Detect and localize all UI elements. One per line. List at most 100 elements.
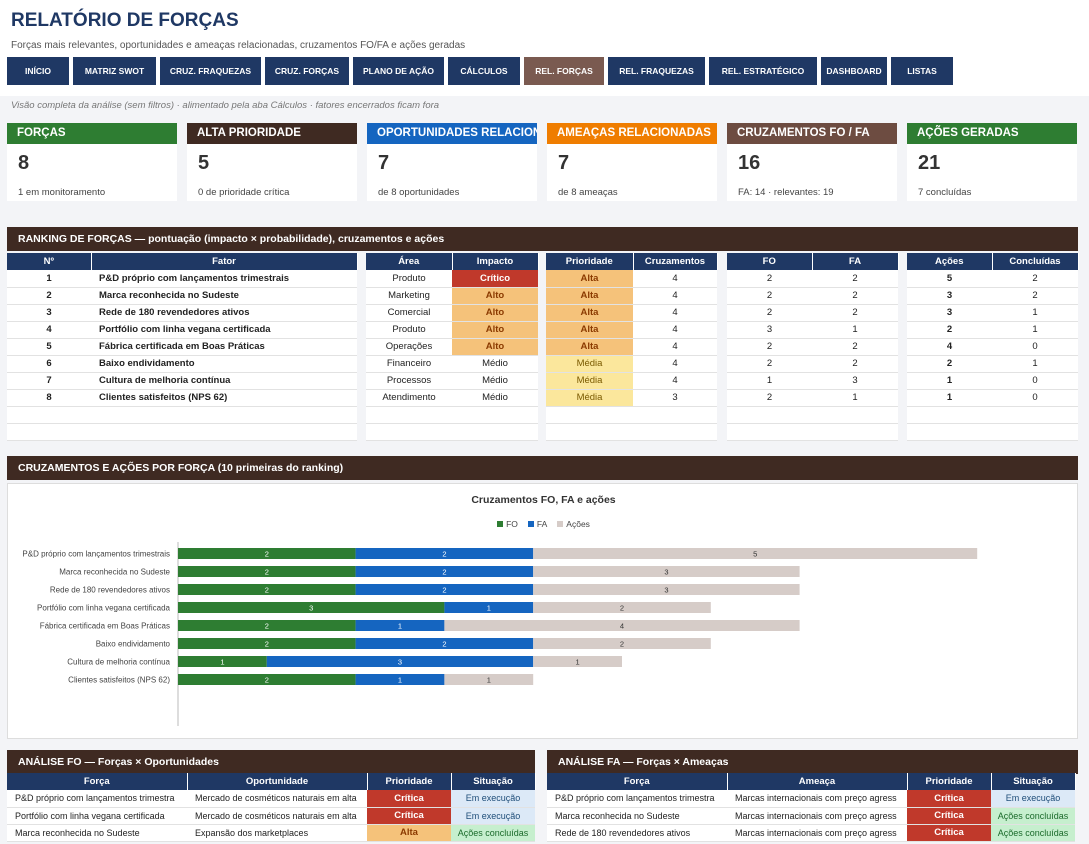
chart-bar-fo (178, 548, 356, 559)
ranking-cell-prioridade: Alta (546, 270, 633, 288)
fo-cell-situacao: Em execução (451, 790, 535, 808)
nav-rel-fraquezas-button[interactable]: REL. FRAQUEZAS (608, 57, 705, 85)
nav-plano-acao-button[interactable]: PLANO DE AÇÃO (353, 57, 444, 85)
chart-bar-fa (355, 584, 534, 595)
ranking-cell-prioridade: Alta (546, 304, 633, 322)
nav-cruz-forcas-button[interactable]: CRUZ. FORÇAS (265, 57, 349, 85)
table-row: Alta 4 (546, 338, 717, 356)
nav-dashboard-button[interactable]: DASHBOARD (821, 57, 887, 85)
ranking-cell-impacto: Médio (452, 355, 538, 373)
table-row: Média 3 (546, 389, 717, 407)
ranking-column-header[interactable]: Cruzamentos (633, 253, 718, 270)
fo-column-header[interactable]: Prioridade (367, 773, 452, 790)
ranking-cell-impacto: Alto (452, 338, 538, 356)
chart-data-label: 2 (442, 568, 446, 577)
ranking-column-header[interactable]: Nº (7, 253, 92, 270)
nav-rel-forcas-button[interactable]: REL. FORÇAS (524, 57, 604, 85)
ranking-cell-acoes: 5 (907, 270, 992, 288)
ranking-column-header[interactable]: Prioridade (546, 253, 634, 270)
fa-column-header[interactable]: Ameaça (727, 773, 908, 790)
kpi-card-value: 7 (558, 152, 570, 174)
kpi-card-value: 5 (198, 152, 210, 174)
kpi-card-title: CRUZAMENTOS FO / FA (727, 123, 897, 144)
ranking-cell-impacto: Crítico (452, 270, 538, 288)
ranking-column-header[interactable]: Fator (91, 253, 358, 270)
ranking-cell-fo: 1 (727, 372, 812, 390)
ranking-cell-prioridade: Média (546, 372, 633, 390)
fo-column-header[interactable]: Oportunidade (187, 773, 368, 790)
legend-swatch (497, 521, 504, 527)
table-row: Alta 4 (546, 321, 717, 339)
ranking-column-header[interactable]: Área (366, 253, 453, 270)
table-row: Marca reconhecida no Sudeste Expansão do… (7, 824, 535, 842)
ranking-column-header[interactable]: Ações (907, 253, 993, 270)
ranking-empty-cell (452, 406, 538, 424)
fo-table: Força Oportunidade Prioridade Situação P&D … (7, 773, 536, 842)
ranking-cell-prioridade: Média (546, 389, 633, 407)
table-row: 1 P&D próprio com lançamentos trimestrais (7, 270, 357, 288)
ranking-column-header[interactable]: FO (727, 253, 813, 270)
ranking-cell-fa: 1 (812, 321, 898, 339)
nav-calculos-button[interactable]: CÁLCULOS (448, 57, 520, 85)
kpi-card-subtext: 7 concluídas (918, 187, 972, 198)
ranking-table: Prioridade Cruzamentos Alta 4 Alta 4 Alta 4 Alta… (546, 253, 718, 441)
fa-cell-forca: Marca reconhecida no Sudeste (547, 807, 727, 825)
ranking-cell-impacto: Médio (452, 389, 538, 407)
ranking-cell-cruz: 4 (633, 287, 717, 305)
fa-cell-item: Marcas internacionais com preço agress (727, 790, 907, 808)
ranking-cell-concl: 2 (992, 287, 1078, 305)
fa-cell-prioridade: Crítica (907, 824, 991, 842)
nav-inicio-button[interactable]: INÍCIO (7, 57, 69, 85)
ranking-cell-fo: 2 (727, 287, 812, 305)
kpi-card-title: FORÇAS (7, 123, 177, 144)
chart-data-label: 3 (309, 604, 313, 613)
ranking-cell-fa: 2 (812, 338, 898, 356)
fa-cell-prioridade: Crítica (907, 790, 991, 808)
chart-data-label: 2 (265, 676, 269, 685)
nav-matriz-swot-button[interactable]: MATRIZ SWOT (73, 57, 156, 85)
ranking-cell-fator: Rede de 180 revendedores ativos (91, 304, 357, 322)
ranking-empty-cell (727, 423, 812, 441)
table-row: Alta 4 (546, 270, 717, 288)
chart-svg: P&D próprio com lançamentos trimestrais 2… (22, 542, 978, 726)
chart-category-label: Clientes satisfeitos (NPS 62) (68, 676, 170, 685)
ranking-empty-cell (992, 406, 1078, 424)
ranking-cell-acoes: 1 (907, 372, 992, 390)
fa-column-header[interactable]: Força (547, 773, 728, 790)
chart-data-label: 2 (620, 640, 624, 649)
chart-bar-fa (355, 674, 445, 685)
nav-listas-button[interactable]: LISTAS (891, 57, 953, 85)
table-row: Alta 4 (546, 304, 717, 322)
fo-cell-prioridade: Crítica (367, 790, 451, 808)
chart-bar-fa (266, 656, 534, 667)
ranking-empty-cell (7, 423, 91, 441)
ranking-column-header[interactable]: Concluídas (992, 253, 1079, 270)
chart-data-label: 2 (620, 604, 624, 613)
kpi-card: OPORTUNIDADES RELACIONADAS 7 de 8 oportu… (367, 123, 537, 201)
fa-column-header[interactable]: Situação (991, 773, 1076, 790)
ranking-empty-cell (7, 406, 91, 424)
ranking-empty-cell (992, 423, 1078, 441)
ranking-cell-area: Operações (366, 338, 452, 356)
fo-column-header[interactable]: Força (7, 773, 188, 790)
kpi-card-subtext: FA: 14 · relevantes: 19 (738, 187, 834, 198)
fo-column-header[interactable]: Situação (451, 773, 536, 790)
table-row: Financeiro Médio (366, 355, 538, 373)
ranking-column-header[interactable]: Impacto (452, 253, 539, 270)
nav-rel-estrategico-button[interactable]: REL. ESTRATÉGICO (709, 57, 817, 85)
chart-bar-ações (533, 638, 711, 649)
ranking-cell-fator: Baixo endividamento (91, 355, 357, 373)
ranking-column-header[interactable]: FA (812, 253, 899, 270)
table-row: P&D próprio com lançamentos trimestra Me… (7, 790, 535, 808)
fa-column-header[interactable]: Prioridade (907, 773, 992, 790)
chart-bar-fo (178, 584, 356, 595)
chart-data-label: 1 (576, 658, 580, 667)
fa-cell-prioridade: Crítica (907, 807, 991, 825)
nav-cruz-fraquezas-button[interactable]: CRUZ. FRAQUEZAS (160, 57, 261, 85)
chart-bar-fo (178, 566, 356, 577)
